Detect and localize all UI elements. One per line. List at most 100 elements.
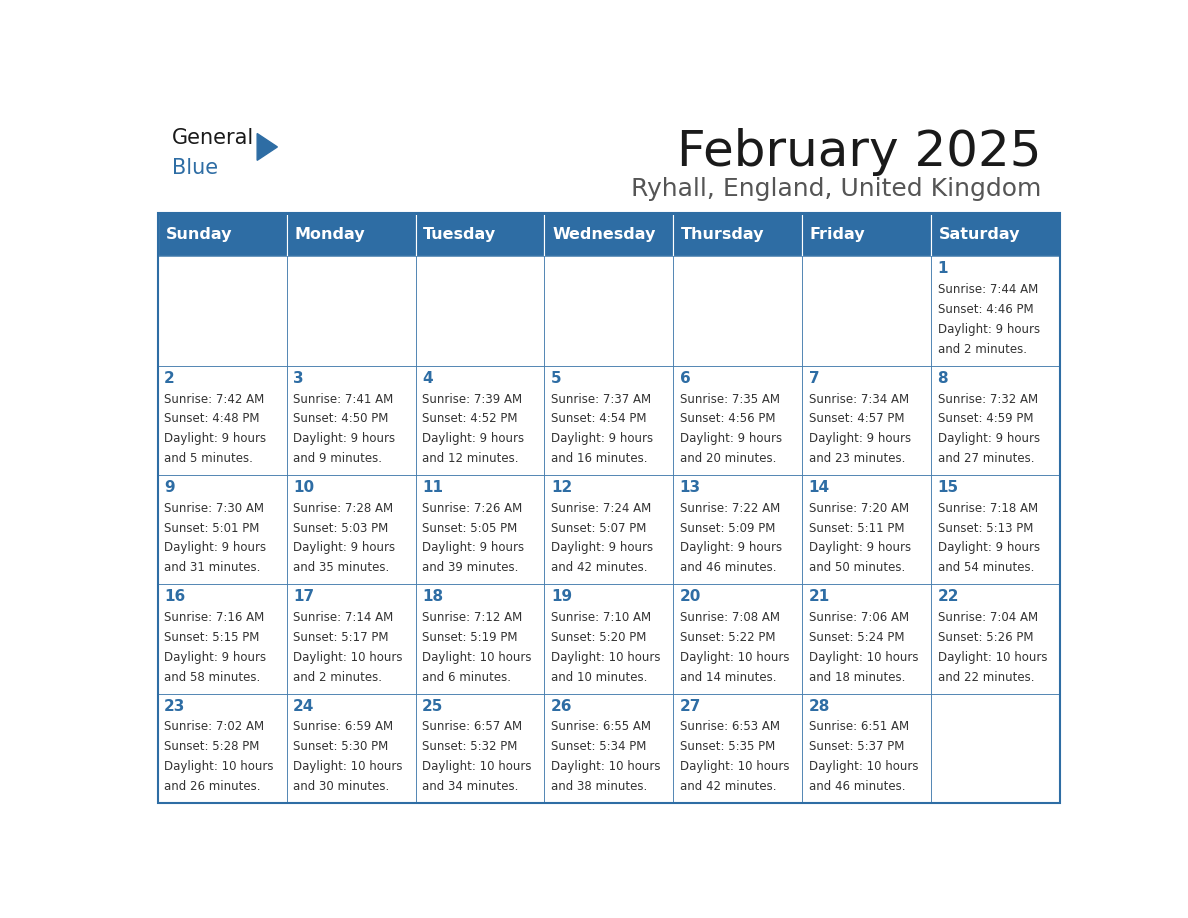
Text: Daylight: 9 hours: Daylight: 9 hours	[937, 323, 1040, 336]
Text: Sunset: 5:30 PM: Sunset: 5:30 PM	[293, 740, 388, 754]
Text: and 30 minutes.: and 30 minutes.	[293, 779, 390, 793]
Text: 6: 6	[680, 371, 690, 386]
Text: Daylight: 10 hours: Daylight: 10 hours	[680, 651, 789, 664]
Text: Sunset: 4:59 PM: Sunset: 4:59 PM	[937, 412, 1034, 425]
Text: Sunrise: 7:26 AM: Sunrise: 7:26 AM	[422, 502, 523, 515]
Text: Sunset: 4:48 PM: Sunset: 4:48 PM	[164, 412, 260, 425]
Text: Sunrise: 6:59 AM: Sunrise: 6:59 AM	[293, 721, 393, 733]
Text: 8: 8	[937, 371, 948, 386]
FancyBboxPatch shape	[674, 694, 802, 803]
Text: Sunset: 5:19 PM: Sunset: 5:19 PM	[422, 631, 518, 644]
FancyBboxPatch shape	[286, 585, 416, 694]
Text: Sunrise: 6:57 AM: Sunrise: 6:57 AM	[422, 721, 522, 733]
Text: Sunset: 5:09 PM: Sunset: 5:09 PM	[680, 521, 775, 534]
Text: Sunrise: 7:08 AM: Sunrise: 7:08 AM	[680, 611, 779, 624]
Text: Sunrise: 7:35 AM: Sunrise: 7:35 AM	[680, 393, 779, 406]
Text: 20: 20	[680, 589, 701, 604]
Text: Daylight: 9 hours: Daylight: 9 hours	[680, 542, 782, 554]
FancyBboxPatch shape	[416, 475, 544, 585]
FancyBboxPatch shape	[158, 585, 286, 694]
Text: Sunrise: 7:18 AM: Sunrise: 7:18 AM	[937, 502, 1037, 515]
Text: Sunset: 5:32 PM: Sunset: 5:32 PM	[422, 740, 517, 754]
Text: and 31 minutes.: and 31 minutes.	[164, 561, 260, 575]
Text: Sunrise: 7:30 AM: Sunrise: 7:30 AM	[164, 502, 264, 515]
FancyBboxPatch shape	[416, 585, 544, 694]
Text: Sunrise: 7:42 AM: Sunrise: 7:42 AM	[164, 393, 265, 406]
Text: Sunset: 4:56 PM: Sunset: 4:56 PM	[680, 412, 776, 425]
FancyBboxPatch shape	[416, 365, 544, 475]
FancyBboxPatch shape	[416, 256, 544, 365]
Text: and 2 minutes.: and 2 minutes.	[293, 670, 383, 684]
FancyBboxPatch shape	[286, 475, 416, 585]
Text: Daylight: 10 hours: Daylight: 10 hours	[937, 651, 1047, 664]
Text: Daylight: 9 hours: Daylight: 9 hours	[293, 542, 396, 554]
Text: 28: 28	[809, 699, 830, 713]
FancyBboxPatch shape	[931, 256, 1060, 365]
Text: and 46 minutes.: and 46 minutes.	[680, 561, 776, 575]
Text: Blue: Blue	[171, 158, 217, 178]
Text: 12: 12	[551, 480, 573, 495]
FancyBboxPatch shape	[286, 365, 416, 475]
Text: Sunrise: 7:32 AM: Sunrise: 7:32 AM	[937, 393, 1037, 406]
FancyBboxPatch shape	[286, 694, 416, 803]
Text: Daylight: 10 hours: Daylight: 10 hours	[551, 651, 661, 664]
Text: Daylight: 10 hours: Daylight: 10 hours	[293, 760, 403, 773]
FancyBboxPatch shape	[544, 585, 674, 694]
Text: and 42 minutes.: and 42 minutes.	[680, 779, 776, 793]
FancyBboxPatch shape	[544, 475, 674, 585]
FancyBboxPatch shape	[802, 256, 931, 365]
Text: 23: 23	[164, 699, 185, 713]
Text: Daylight: 10 hours: Daylight: 10 hours	[551, 760, 661, 773]
Text: Daylight: 9 hours: Daylight: 9 hours	[937, 542, 1040, 554]
FancyBboxPatch shape	[158, 365, 286, 475]
Text: Daylight: 10 hours: Daylight: 10 hours	[809, 651, 918, 664]
Text: and 14 minutes.: and 14 minutes.	[680, 670, 776, 684]
Text: Sunrise: 7:22 AM: Sunrise: 7:22 AM	[680, 502, 781, 515]
Text: Daylight: 9 hours: Daylight: 9 hours	[809, 432, 911, 445]
Text: 14: 14	[809, 480, 829, 495]
Text: Daylight: 9 hours: Daylight: 9 hours	[164, 542, 266, 554]
FancyBboxPatch shape	[158, 213, 286, 256]
Text: Sunset: 5:20 PM: Sunset: 5:20 PM	[551, 631, 646, 644]
Text: and 27 minutes.: and 27 minutes.	[937, 452, 1034, 465]
Text: 9: 9	[164, 480, 175, 495]
Text: Daylight: 10 hours: Daylight: 10 hours	[164, 760, 273, 773]
Text: Daylight: 9 hours: Daylight: 9 hours	[551, 432, 653, 445]
FancyBboxPatch shape	[544, 213, 674, 256]
Text: Sunset: 4:54 PM: Sunset: 4:54 PM	[551, 412, 646, 425]
Text: 25: 25	[422, 699, 443, 713]
Text: Sunrise: 6:55 AM: Sunrise: 6:55 AM	[551, 721, 651, 733]
Text: 1: 1	[937, 262, 948, 276]
Text: Friday: Friday	[810, 227, 866, 242]
Text: 18: 18	[422, 589, 443, 604]
Text: 4: 4	[422, 371, 432, 386]
Text: Thursday: Thursday	[681, 227, 765, 242]
FancyBboxPatch shape	[931, 585, 1060, 694]
Polygon shape	[257, 133, 278, 161]
Text: Sunset: 5:13 PM: Sunset: 5:13 PM	[937, 521, 1032, 534]
Text: and 50 minutes.: and 50 minutes.	[809, 561, 905, 575]
Text: Daylight: 10 hours: Daylight: 10 hours	[809, 760, 918, 773]
Text: Sunrise: 7:10 AM: Sunrise: 7:10 AM	[551, 611, 651, 624]
Text: and 18 minutes.: and 18 minutes.	[809, 670, 905, 684]
Text: Ryhall, England, United Kingdom: Ryhall, England, United Kingdom	[631, 177, 1042, 201]
Text: and 38 minutes.: and 38 minutes.	[551, 779, 647, 793]
FancyBboxPatch shape	[674, 585, 802, 694]
FancyBboxPatch shape	[674, 475, 802, 585]
FancyBboxPatch shape	[802, 585, 931, 694]
FancyBboxPatch shape	[544, 365, 674, 475]
Text: Daylight: 9 hours: Daylight: 9 hours	[680, 432, 782, 445]
Text: Sunrise: 7:06 AM: Sunrise: 7:06 AM	[809, 611, 909, 624]
FancyBboxPatch shape	[802, 365, 931, 475]
Text: Sunset: 4:57 PM: Sunset: 4:57 PM	[809, 412, 904, 425]
Text: and 39 minutes.: and 39 minutes.	[422, 561, 518, 575]
Text: 3: 3	[293, 371, 304, 386]
Text: Sunrise: 7:14 AM: Sunrise: 7:14 AM	[293, 611, 393, 624]
FancyBboxPatch shape	[286, 213, 416, 256]
Text: Sunset: 5:15 PM: Sunset: 5:15 PM	[164, 631, 259, 644]
Text: Daylight: 9 hours: Daylight: 9 hours	[293, 432, 396, 445]
Text: Sunrise: 7:04 AM: Sunrise: 7:04 AM	[937, 611, 1037, 624]
Text: and 16 minutes.: and 16 minutes.	[551, 452, 647, 465]
Text: 15: 15	[937, 480, 959, 495]
FancyBboxPatch shape	[931, 475, 1060, 585]
